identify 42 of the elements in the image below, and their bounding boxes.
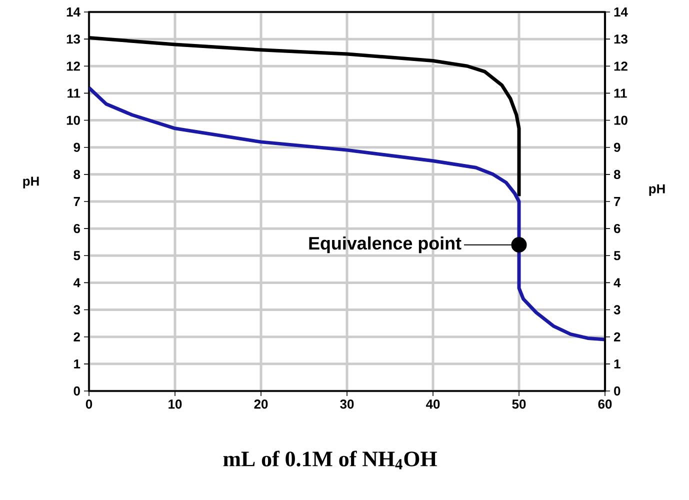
- y-tick-label: 11: [68, 88, 80, 98]
- x-axis-title: mL of 0.1M of NH$_{4}$OH: [223, 450, 437, 470]
- x-tick-label: 50: [512, 400, 526, 409]
- x-tick-label: 30: [340, 400, 354, 409]
- y-tick-label: 13: [66, 34, 80, 44]
- x-tick-label: 10: [168, 400, 182, 409]
- y-tick-label: 4: [73, 278, 80, 288]
- y-tick-label: 7: [74, 197, 80, 206]
- y-tick-label: 5: [74, 251, 80, 260]
- y2-tick-label: 12: [614, 62, 628, 71]
- y2-tick-label: 2: [614, 332, 620, 342]
- y2-tick-label: 14: [614, 8, 628, 16]
- y2-tick-label: 6: [614, 224, 620, 234]
- y2-tick-label: 1: [614, 359, 620, 368]
- y-tick-label: 2: [74, 332, 80, 342]
- y-tick-label: 8: [74, 170, 80, 180]
- y2-tick-label: 5: [614, 251, 620, 260]
- x-tick-label: 40: [426, 400, 440, 409]
- y2-tick-label: 7: [614, 197, 620, 206]
- x-tick-label: 20: [254, 400, 268, 409]
- annotation: Equivalence point: [309, 236, 462, 254]
- y2-tick-label: 0: [614, 386, 620, 396]
- y-tick-label: 1: [74, 359, 80, 368]
- x-tick-label: 0: [86, 400, 92, 409]
- y2-tick-label: 4: [614, 278, 621, 288]
- y-tick-label: 0: [74, 386, 80, 396]
- y-tick-label: 10: [66, 116, 80, 125]
- y-tick-label: 14: [66, 8, 80, 16]
- y2-tick-label: 13: [614, 34, 628, 44]
- y2-tick-label: 11: [614, 88, 627, 98]
- y2-tick-label: 10: [614, 116, 628, 125]
- y-axis-title: pH: [23, 176, 39, 188]
- x-tick-label: 60: [598, 400, 612, 409]
- y2-tick-label: 9: [614, 142, 620, 152]
- y-tick-label: 12: [66, 62, 80, 71]
- y-tick-label: 6: [74, 224, 80, 234]
- y2-axis-title: pH: [649, 184, 665, 196]
- y2-tick-label: 3: [614, 305, 620, 314]
- line-series: [89, 86, 606, 342]
- y-tick-label: 9: [74, 142, 80, 152]
- y2-tick-label: 8: [614, 170, 620, 180]
- y-tick-label: 3: [74, 305, 80, 314]
